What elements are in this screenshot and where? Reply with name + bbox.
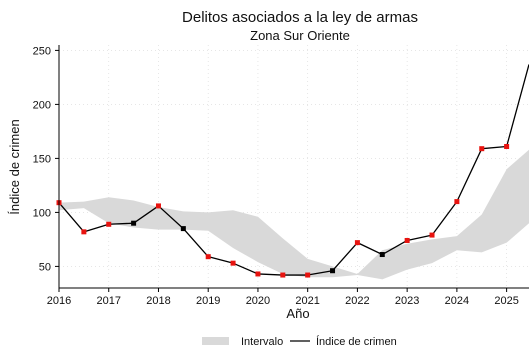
crime-index-line-group bbox=[58, 64, 529, 276]
crime-index-point bbox=[305, 272, 311, 278]
legend-band-label: Intervalo bbox=[241, 336, 283, 348]
crime-index-point bbox=[81, 229, 87, 235]
x-tick-label: 2018 bbox=[146, 295, 170, 307]
legend: Intervalo Índice de crimen bbox=[202, 335, 397, 348]
crime-index-point bbox=[330, 268, 336, 274]
crime-index-point bbox=[504, 144, 510, 150]
crime-index-line bbox=[58, 64, 529, 276]
chart-title: Delitos asociados a la ley de armas bbox=[182, 9, 418, 26]
interval-band bbox=[59, 149, 529, 280]
x-tick-label: 2025 bbox=[494, 295, 518, 307]
y-tick-label: 200 bbox=[33, 99, 51, 111]
y-tick-label: 150 bbox=[33, 153, 51, 165]
crime-index-point bbox=[429, 232, 435, 238]
y-tick-label: 50 bbox=[39, 261, 51, 273]
y-tick-label: 250 bbox=[33, 45, 51, 57]
axis-ticks: 2016 2017 2018 2019 2020 2021 2022 2023 2024 2025… bbox=[33, 45, 519, 307]
x-tick-label: 2022 bbox=[345, 295, 369, 307]
x-tick-label: 2024 bbox=[445, 295, 469, 307]
crime-index-point bbox=[354, 240, 360, 246]
crime-index-point bbox=[205, 254, 211, 260]
x-tick-label: 2021 bbox=[295, 295, 319, 307]
crime-index-point bbox=[131, 220, 137, 226]
crime-index-point bbox=[230, 260, 236, 266]
x-tick-label: 2016 bbox=[47, 295, 71, 307]
crime-index-point bbox=[106, 221, 112, 227]
crime-index-point bbox=[379, 252, 385, 258]
legend-band-swatch bbox=[202, 337, 229, 345]
x-tick-label: 2017 bbox=[96, 295, 120, 307]
y-tick-label: 100 bbox=[33, 207, 51, 219]
crime-index-point bbox=[454, 199, 460, 205]
x-tick-label: 2019 bbox=[196, 295, 220, 307]
legend-line-label: Índice de crimen bbox=[316, 335, 397, 348]
crime-index-point bbox=[404, 237, 410, 243]
x-axis-label: Año bbox=[286, 306, 309, 321]
x-tick-label: 2023 bbox=[395, 295, 419, 307]
crime-index-point bbox=[255, 271, 261, 277]
crime-index-point bbox=[280, 272, 286, 278]
crime-index-point bbox=[180, 226, 186, 232]
interval-area bbox=[59, 149, 529, 280]
crime-index-markers bbox=[56, 144, 510, 278]
crime-index-point bbox=[479, 146, 485, 152]
crime-index-point bbox=[155, 203, 161, 209]
chart-subtitle: Zona Sur Oriente bbox=[250, 28, 350, 43]
y-axis-label: Índice de crimen bbox=[7, 119, 22, 214]
x-tick-label: 2020 bbox=[246, 295, 270, 307]
